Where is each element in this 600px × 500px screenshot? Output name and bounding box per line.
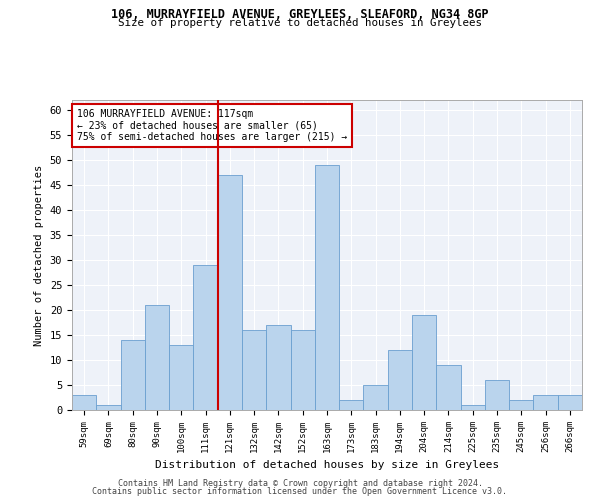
X-axis label: Distribution of detached houses by size in Greylees: Distribution of detached houses by size … bbox=[155, 460, 499, 470]
Text: Size of property relative to detached houses in Greylees: Size of property relative to detached ho… bbox=[118, 18, 482, 28]
Bar bbox=[461, 405, 485, 410]
Bar bbox=[290, 330, 315, 410]
Y-axis label: Number of detached properties: Number of detached properties bbox=[34, 164, 44, 346]
Bar bbox=[412, 315, 436, 410]
Bar bbox=[242, 330, 266, 410]
Bar bbox=[193, 265, 218, 410]
Bar bbox=[121, 340, 145, 410]
Bar bbox=[558, 395, 582, 410]
Text: Contains public sector information licensed under the Open Government Licence v3: Contains public sector information licen… bbox=[92, 487, 508, 496]
Bar bbox=[266, 325, 290, 410]
Bar bbox=[436, 365, 461, 410]
Text: 106 MURRAYFIELD AVENUE: 117sqm
← 23% of detached houses are smaller (65)
75% of : 106 MURRAYFIELD AVENUE: 117sqm ← 23% of … bbox=[77, 110, 347, 142]
Bar bbox=[533, 395, 558, 410]
Bar bbox=[388, 350, 412, 410]
Bar bbox=[72, 395, 96, 410]
Bar bbox=[96, 405, 121, 410]
Bar bbox=[145, 305, 169, 410]
Bar bbox=[315, 165, 339, 410]
Bar bbox=[364, 385, 388, 410]
Bar bbox=[169, 345, 193, 410]
Bar bbox=[509, 400, 533, 410]
Bar bbox=[218, 175, 242, 410]
Bar bbox=[485, 380, 509, 410]
Text: 106, MURRAYFIELD AVENUE, GREYLEES, SLEAFORD, NG34 8GP: 106, MURRAYFIELD AVENUE, GREYLEES, SLEAF… bbox=[111, 8, 489, 20]
Text: Contains HM Land Registry data © Crown copyright and database right 2024.: Contains HM Land Registry data © Crown c… bbox=[118, 478, 482, 488]
Bar bbox=[339, 400, 364, 410]
